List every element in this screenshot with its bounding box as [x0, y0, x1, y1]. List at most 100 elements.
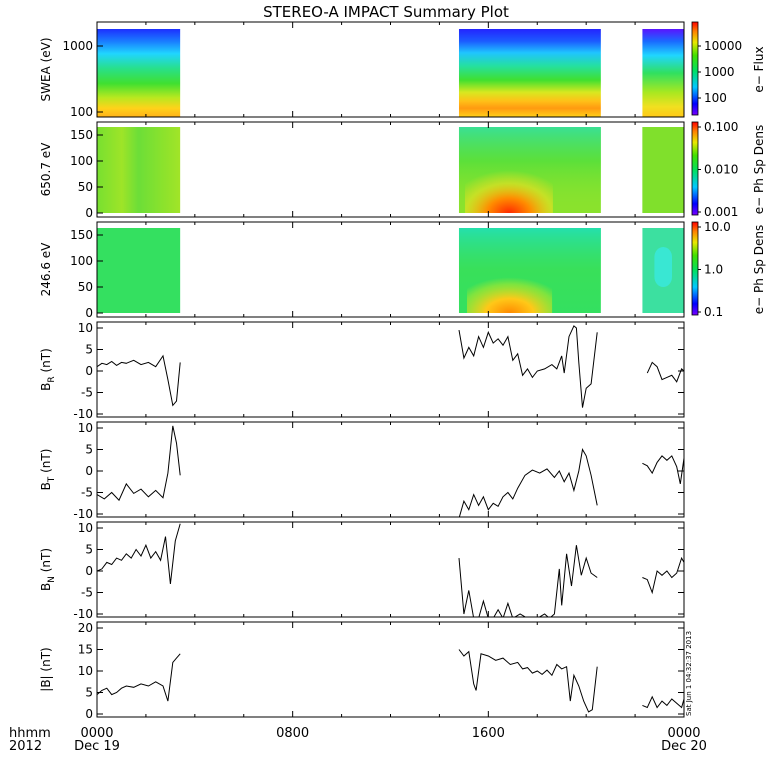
figure-title: STEREO-A IMPACT Summary Plot	[263, 3, 509, 21]
y-axis-label-unit: (nT)	[39, 548, 53, 576]
y-tick-label: 5	[85, 343, 93, 357]
pad246-spectrogram-cyan	[654, 247, 672, 287]
pad650-spectrogram-block	[97, 127, 181, 213]
y-axis-label: SWEA (eV)	[39, 37, 53, 101]
y-axis-label-unit: (nT)	[39, 449, 53, 477]
y-axis-label-sub: N	[47, 576, 57, 583]
time-tick-date: Dec 19	[74, 739, 120, 754]
y-tick-label: 50	[78, 280, 93, 294]
y-axis-label: BN (nT)	[39, 548, 57, 591]
swea-spectrogram-block	[97, 29, 181, 117]
y-tick-label: 5	[85, 686, 93, 700]
panel-frame	[96, 521, 685, 618]
colorbar-tick-label: 0.001	[704, 205, 738, 219]
colorbar-label: e− Ph Sp Dens	[752, 125, 766, 214]
colorbar-tick-label: 1000	[704, 65, 735, 79]
y-axis-label-unit: (nT)	[39, 348, 53, 376]
y-tick-label: -10	[73, 607, 93, 621]
y-axis-label-main: |B|	[39, 675, 53, 691]
colorbar-tick-label: 10000	[704, 39, 742, 53]
bmag-series-segment	[458, 649, 598, 713]
time-tick-date: Dec 20	[661, 739, 707, 754]
panel-swea: 1000 100 10000 1000 100 e− Flux SWEA (eV)	[39, 21, 766, 119]
colorbar-tick-label: 10.0	[704, 220, 731, 234]
br-series-segment	[458, 325, 598, 408]
y-tick-label: 0	[85, 306, 93, 320]
br-series-segment	[646, 361, 684, 383]
y-tick-label: 150	[70, 228, 93, 242]
y-tick-label: -5	[81, 386, 93, 400]
y-tick-label: -10	[73, 407, 93, 421]
swea-spectrogram-block	[642, 29, 684, 117]
y-axis-label: |B| (nT)	[39, 647, 53, 691]
y-tick-label: 10	[78, 664, 93, 678]
bn-series-segment	[97, 523, 181, 584]
y-tick-label: 0	[85, 206, 93, 220]
y-tick-label: 20	[78, 621, 93, 635]
y-tick-label: 15	[78, 643, 93, 657]
pad650-spectrogram-hotspot	[464, 152, 553, 213]
y-tick-label: 0	[85, 364, 93, 378]
axis-label-hhmm: hhmm	[9, 726, 51, 741]
panel-frame	[96, 321, 685, 418]
colorbar-tick-label: 1.0	[704, 263, 723, 277]
y-axis-label-main: B	[39, 383, 53, 391]
bmag-series-segment	[642, 695, 684, 709]
y-tick-label: 10	[78, 521, 93, 535]
y-tick-label: 0	[85, 464, 93, 478]
time-tick-label: 0000	[667, 726, 700, 741]
timestamp-stamp: Sat Jun 1 04:32:37 2013	[685, 631, 693, 716]
bn-series-segment	[458, 545, 598, 617]
y-tick-label: -5	[81, 586, 93, 600]
y-tick-label: 0	[85, 564, 93, 578]
axis-label-year: 2012	[9, 739, 42, 754]
y-tick-label: 1000	[62, 39, 93, 53]
panel-bt: 10 5 0 -5 -10 BT (nT)	[39, 421, 685, 521]
colorbar-tick-label: 0.010	[704, 163, 738, 177]
y-tick-label: 5	[85, 543, 93, 557]
br-series-segment	[97, 354, 181, 407]
panel-bn: 10 5 0 -5 -10 BN (nT)	[39, 521, 685, 621]
y-tick-label: 50	[78, 180, 93, 194]
colorbar-tick-label: 0.100	[704, 120, 738, 134]
y-axis-label: BT (nT)	[39, 449, 57, 491]
y-tick-label: 5	[85, 443, 93, 457]
swea-spectrogram-block	[458, 29, 601, 117]
panel-pad246: 150 100 50 0 10.0 1.0 0.1 e− Ph Sp Dens 246.6 eV	[39, 220, 766, 320]
y-tick-label: 10	[78, 421, 93, 435]
y-axis-label: 650.7 eV	[39, 142, 53, 197]
colorbar-tick-label: 100	[704, 91, 727, 105]
y-axis-label-main: B	[39, 583, 53, 591]
colorbar-label: e− Ph Sp Dens	[752, 225, 766, 314]
bt-series-segment	[642, 455, 684, 485]
pad246-spectrogram-hotspot	[466, 262, 553, 313]
colorbar	[691, 221, 699, 316]
bt-series-segment	[458, 448, 598, 517]
panel-pad650: 150 100 50 0 0.100 0.010 0.001 e− Ph Sp Dens 650…	[39, 120, 766, 220]
panel-bmag: 20 15 10 5 0 |B| (nT)	[39, 621, 685, 721]
y-tick-label: 100	[70, 254, 93, 268]
y-tick-label: 100	[70, 154, 93, 168]
panel-br: 10 5 0 -5 -10 BR (nT)	[39, 321, 685, 421]
y-tick-label: 150	[70, 128, 93, 142]
y-tick-label: -10	[73, 507, 93, 521]
y-tick-label: 10	[78, 321, 93, 335]
y-axis-label: 246.6 eV	[39, 242, 53, 297]
bmag-series-segment	[97, 653, 181, 702]
y-axis-label-main: B	[39, 482, 53, 490]
bt-series-segment	[97, 425, 181, 502]
panel-frame	[96, 421, 685, 518]
time-tick-label: 0000	[80, 726, 113, 741]
y-axis-label-sub: T	[47, 476, 57, 483]
panel-frame	[96, 621, 685, 718]
y-axis-label-unit: (nT)	[39, 647, 53, 675]
y-axis-label: BR (nT)	[39, 348, 57, 391]
y-tick-label: -5	[81, 486, 93, 500]
bn-series-segment	[642, 556, 684, 595]
colorbar	[691, 21, 699, 116]
colorbar-label: e− Flux	[752, 46, 766, 92]
y-axis-label-sub: R	[47, 376, 57, 382]
